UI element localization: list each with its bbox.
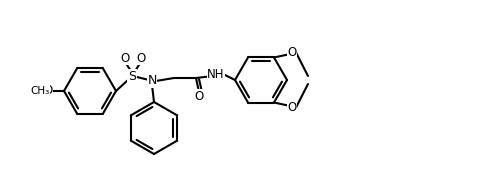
Text: O: O: [287, 46, 297, 59]
Text: NH: NH: [207, 68, 225, 82]
Text: CH₃: CH₃: [30, 86, 49, 96]
Text: O: O: [137, 52, 146, 64]
Text: O: O: [287, 101, 297, 114]
Text: S: S: [128, 70, 136, 83]
Text: O: O: [120, 52, 130, 64]
Text: O: O: [195, 89, 204, 102]
Text: O: O: [43, 84, 52, 98]
Text: N: N: [147, 74, 157, 87]
